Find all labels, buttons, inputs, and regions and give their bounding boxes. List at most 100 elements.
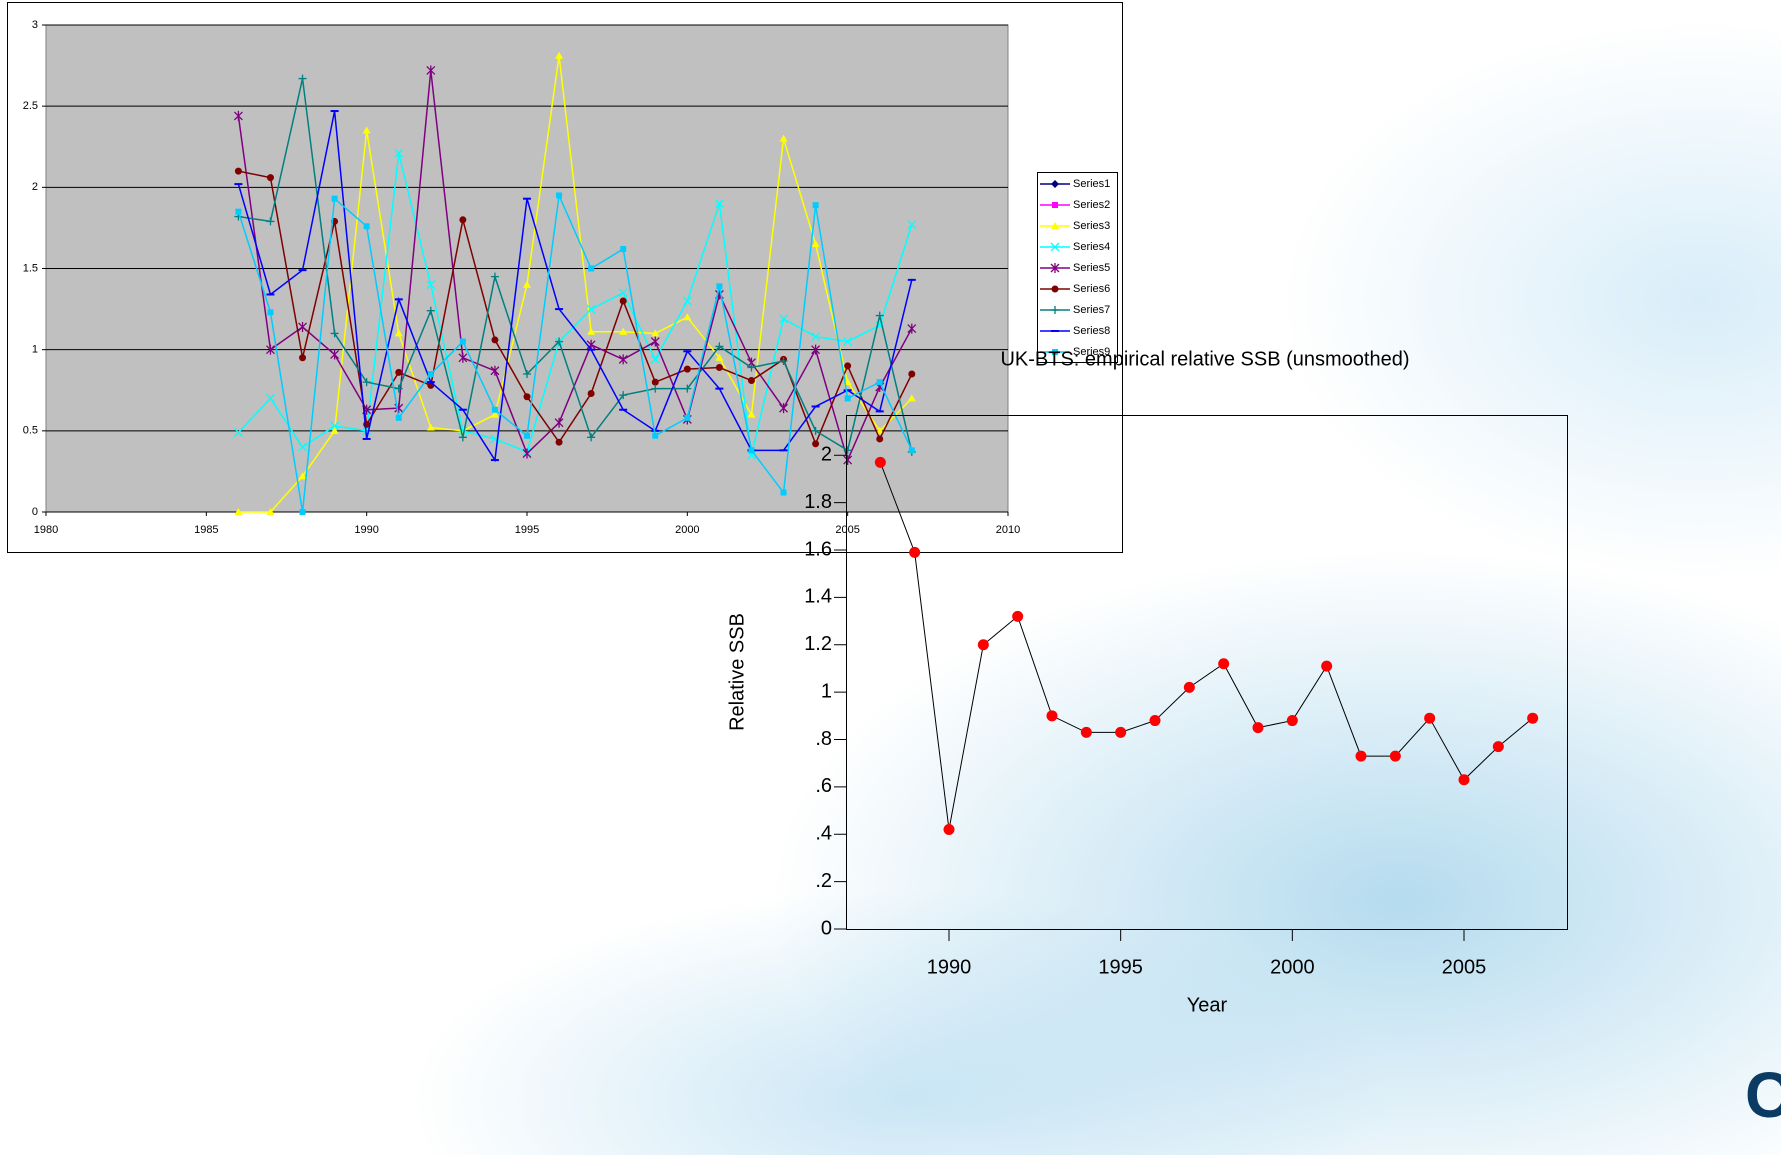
- marker: [843, 337, 853, 347]
- marker: [907, 323, 917, 334]
- legend-marker: [1050, 263, 1060, 273]
- legend-label: Series7: [1073, 304, 1110, 316]
- marker: [1149, 715, 1161, 727]
- marker: [811, 426, 820, 435]
- marker: [426, 306, 435, 315]
- marker: [298, 442, 307, 452]
- legend-label: Series6: [1073, 283, 1110, 295]
- marker: [1321, 660, 1333, 672]
- marker: [330, 349, 340, 360]
- marker: [426, 65, 436, 76]
- marker: [331, 195, 338, 202]
- marker: [1527, 712, 1539, 724]
- y-tick-label: .2: [815, 870, 832, 892]
- marker: [427, 371, 434, 378]
- plot-frame: [846, 415, 1568, 930]
- marker: [843, 455, 853, 466]
- legend-label: Series8: [1073, 325, 1110, 337]
- marker: [426, 423, 435, 431]
- marker: [909, 546, 921, 558]
- marker: [1218, 658, 1230, 670]
- series-line: [237, 110, 913, 463]
- x-tick-label: 1985: [194, 524, 218, 536]
- marker: [587, 327, 596, 335]
- marker: [779, 134, 788, 142]
- marker: [779, 314, 788, 324]
- series-line: [238, 170, 913, 446]
- marker: [394, 148, 404, 158]
- y-tick-label: .8: [815, 728, 832, 750]
- marker: [779, 403, 788, 414]
- marker: [234, 508, 243, 515]
- y-tick-label: 2.5: [23, 100, 38, 112]
- marker: [298, 472, 307, 480]
- marker: [714, 199, 724, 209]
- y-tick-label: 3: [32, 19, 38, 31]
- marker: [683, 365, 691, 373]
- marker: [266, 508, 275, 515]
- marker: [299, 509, 306, 515]
- marker: [684, 414, 691, 421]
- marker: [555, 51, 564, 59]
- marker: [779, 357, 788, 366]
- marker: [1252, 722, 1264, 734]
- marker: [747, 377, 755, 385]
- legend-marker: [1051, 306, 1059, 314]
- x-tick-label: 1995: [515, 524, 539, 536]
- marker: [586, 304, 596, 314]
- marker: [715, 342, 724, 351]
- marker: [780, 489, 787, 496]
- series-line: [237, 153, 913, 456]
- marker: [490, 272, 499, 281]
- marker: [651, 378, 659, 386]
- marker: [395, 368, 403, 376]
- marker: [330, 329, 339, 338]
- marker: [811, 240, 820, 248]
- marker: [683, 313, 692, 321]
- marker: [652, 432, 659, 439]
- x-tick-label: 1980: [34, 524, 58, 536]
- x-tick-label: 2000: [675, 524, 699, 536]
- legend-marker: [1052, 202, 1058, 208]
- marker: [588, 265, 595, 272]
- marker: [266, 174, 274, 182]
- chart-title: UK-BTS: empirical relative SSB (unsmooth…: [1000, 348, 1409, 370]
- marker: [812, 440, 820, 448]
- marker: [555, 337, 564, 346]
- legend-marker: [1051, 222, 1059, 229]
- marker: [650, 354, 660, 364]
- marker: [1355, 750, 1367, 762]
- marker: [844, 362, 852, 370]
- marker: [554, 417, 564, 428]
- y-tick-label: 0: [32, 506, 38, 518]
- marker: [426, 280, 436, 290]
- y-tick-label: 0: [821, 917, 832, 939]
- marker: [1492, 741, 1504, 753]
- marker: [394, 384, 403, 393]
- marker: [490, 365, 500, 376]
- marker: [362, 378, 371, 387]
- y-tick-label: 1.8: [804, 491, 832, 513]
- marker: [1080, 726, 1092, 738]
- marker: [619, 327, 628, 335]
- y-axis-label: Relative SSB: [726, 613, 748, 731]
- legend-marker: [1050, 242, 1060, 252]
- series: [234, 110, 916, 463]
- marker: [1286, 715, 1298, 727]
- marker: [747, 363, 756, 372]
- marker: [522, 448, 532, 459]
- marker: [266, 217, 275, 226]
- marker: [618, 288, 628, 298]
- marker: [874, 456, 886, 468]
- x-tick-label: 1990: [354, 524, 378, 536]
- y-tick-label: 1.5: [23, 262, 38, 274]
- series: [234, 74, 916, 456]
- marker: [235, 208, 242, 215]
- marker: [394, 329, 403, 337]
- legend-label: Series9: [1073, 346, 1110, 358]
- y-tick-label: 1.4: [804, 586, 832, 608]
- marker: [491, 336, 499, 344]
- marker: [587, 389, 595, 397]
- marker: [395, 414, 402, 421]
